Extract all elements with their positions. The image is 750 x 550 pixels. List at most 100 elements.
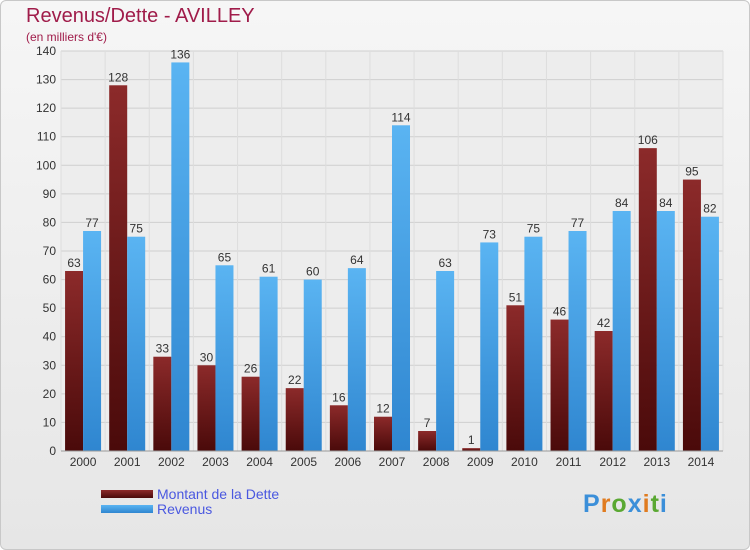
bar-debt xyxy=(418,431,437,451)
x-tick-label: 2001 xyxy=(114,455,141,469)
data-label-debt: 33 xyxy=(156,342,170,356)
x-tick-label: 2002 xyxy=(158,455,185,469)
data-label-revenue: 77 xyxy=(571,216,585,230)
x-tick-label: 2013 xyxy=(643,455,670,469)
y-tick-label: 40 xyxy=(43,330,57,344)
bar-debt xyxy=(462,448,481,451)
bar-revenue xyxy=(392,125,410,452)
legend-swatch-debt xyxy=(101,490,153,498)
y-tick-label: 20 xyxy=(43,387,57,401)
y-tick-label: 50 xyxy=(43,301,57,315)
data-label-debt: 16 xyxy=(332,390,346,404)
data-label-revenue: 61 xyxy=(262,262,276,276)
proxiti-logo: Proxiti xyxy=(583,490,668,518)
bar-revenue xyxy=(612,211,631,451)
x-tick-label: 2003 xyxy=(202,455,229,469)
bar-revenue xyxy=(215,265,234,451)
bars-layer xyxy=(65,62,719,452)
bar-revenue xyxy=(700,216,719,451)
bar-debt xyxy=(109,85,128,452)
data-label-revenue: 63 xyxy=(438,256,452,270)
data-label-revenue: 84 xyxy=(659,196,673,210)
bar-revenue xyxy=(480,242,499,451)
data-label-debt: 95 xyxy=(685,165,699,179)
bar-debt xyxy=(550,319,569,451)
bar-revenue xyxy=(568,231,587,451)
x-tick-label: 2014 xyxy=(688,455,715,469)
data-label-revenue: 75 xyxy=(527,222,541,236)
data-label-debt: 106 xyxy=(638,133,658,147)
x-tick-label: 2007 xyxy=(379,455,406,469)
bar-debt xyxy=(153,356,172,451)
data-label-debt: 12 xyxy=(376,402,390,416)
data-label-debt: 128 xyxy=(108,70,128,84)
y-tick-label: 10 xyxy=(43,415,57,429)
legend-swatch-revenue xyxy=(101,505,153,513)
bar-debt xyxy=(285,388,304,451)
data-label-debt: 51 xyxy=(509,290,523,304)
bar-revenue xyxy=(303,279,322,451)
chart-title: Revenus/Dette - AVILLEY xyxy=(26,5,255,27)
bar-revenue xyxy=(127,236,146,451)
legend-item-debt: Montant de la Dette xyxy=(101,486,280,502)
y-tick-label: 120 xyxy=(36,101,56,115)
bar-debt xyxy=(638,148,657,451)
bar-revenue xyxy=(171,62,190,452)
x-tick-label: 2011 xyxy=(556,455,582,469)
data-label-debt: 63 xyxy=(67,256,81,270)
y-tick-label: 30 xyxy=(43,358,57,372)
data-label-debt: 46 xyxy=(553,305,567,319)
bar-revenue xyxy=(436,271,455,451)
data-label-debt: 1 xyxy=(468,433,475,447)
data-label-revenue: 114 xyxy=(391,110,410,124)
legend-item-revenue: Revenus xyxy=(101,501,279,517)
y-tick-label: 80 xyxy=(43,215,57,229)
data-label-revenue: 73 xyxy=(483,227,497,241)
x-tick-label: 2000 xyxy=(70,455,97,469)
bar-debt xyxy=(65,271,84,451)
bar-revenue xyxy=(83,231,102,451)
y-tick-label: 60 xyxy=(43,273,57,287)
data-label-revenue: 82 xyxy=(703,202,717,216)
bar-revenue xyxy=(656,211,675,451)
y-tick-label: 130 xyxy=(36,73,56,87)
x-tick-label: 2009 xyxy=(467,455,494,469)
y-tick-label: 140 xyxy=(36,44,56,58)
data-label-revenue: 84 xyxy=(615,196,629,210)
bar-debt xyxy=(241,376,260,451)
x-tick-label: 2008 xyxy=(423,455,450,469)
data-label-revenue: 60 xyxy=(306,265,320,279)
data-label-revenue: 77 xyxy=(85,216,99,230)
data-label-debt: 22 xyxy=(288,373,302,387)
x-tick-label: 2004 xyxy=(246,455,273,469)
y-tick-label: 70 xyxy=(43,244,57,258)
x-tick-label: 2005 xyxy=(290,455,317,469)
data-label-revenue: 136 xyxy=(170,47,190,61)
x-tick-label: 2012 xyxy=(599,455,626,469)
legend: Montant de la Dette Revenus xyxy=(101,486,280,517)
y-tick-label: 0 xyxy=(49,444,56,458)
x-tick-label: 2006 xyxy=(335,455,362,469)
bar-debt xyxy=(506,305,525,451)
bar-revenue xyxy=(347,268,366,451)
y-tick-label: 100 xyxy=(36,158,56,172)
legend-label-debt: Montant de la Dette xyxy=(157,486,280,502)
data-label-revenue: 65 xyxy=(218,250,232,264)
bar-revenue xyxy=(524,236,543,451)
bar-revenue xyxy=(259,276,278,451)
y-tick-label: 110 xyxy=(37,130,56,144)
data-label-debt: 30 xyxy=(200,350,214,364)
data-label-revenue: 64 xyxy=(350,253,364,267)
chart-subtitle: (en milliers d'€) xyxy=(26,30,107,44)
data-label-debt: 42 xyxy=(597,316,611,330)
data-label-debt: 26 xyxy=(244,362,258,376)
x-tick-label: 2010 xyxy=(511,455,538,469)
bar-debt xyxy=(197,365,216,451)
bar-debt xyxy=(329,405,348,451)
data-label-debt: 7 xyxy=(424,416,431,430)
labels-layer: 63 77 128 75 33 136 30 65 26 61 22 60 16 64 12 114 7 63 1 7… xyxy=(67,47,717,447)
bar-debt xyxy=(682,179,701,452)
